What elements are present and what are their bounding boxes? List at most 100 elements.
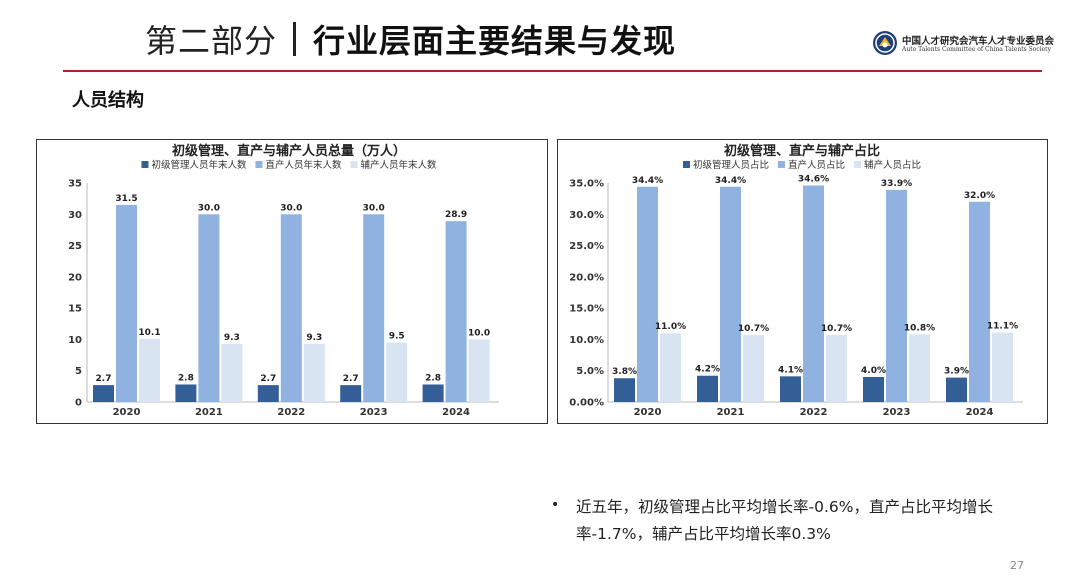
legend-label: 初级管理人员占比 bbox=[693, 159, 769, 171]
bar bbox=[93, 385, 114, 402]
title-separator bbox=[293, 22, 296, 56]
bar bbox=[445, 221, 467, 402]
bar bbox=[280, 214, 302, 402]
bar bbox=[909, 334, 930, 402]
y-tick-label: 20.0% bbox=[569, 272, 604, 283]
org-name-cn: 中国人才研究会汽车人才专业委员会 bbox=[902, 36, 1055, 47]
y-tick-label: 35 bbox=[68, 179, 82, 190]
bar bbox=[257, 385, 279, 402]
bar bbox=[221, 343, 243, 402]
bar bbox=[826, 335, 847, 402]
bar bbox=[422, 384, 444, 402]
bar bbox=[637, 186, 658, 402]
data-label: 30.0 bbox=[280, 203, 302, 213]
bar bbox=[660, 333, 681, 402]
x-tick-label: 2023 bbox=[360, 407, 388, 418]
chart-title: 初级管理、直产与辅产人员总量（万人） bbox=[172, 143, 406, 159]
y-tick-label: 15.0% bbox=[569, 304, 604, 315]
bar bbox=[614, 378, 635, 402]
headcount-chart: 初级管理、直产与辅产人员总量（万人）初级管理人员年末人数 直产人员年末人数 辅产人员… bbox=[68, 143, 499, 418]
data-label: 33.9% bbox=[881, 179, 912, 189]
bar bbox=[175, 384, 197, 402]
data-label: 4.1% bbox=[778, 365, 803, 375]
y-tick-label: 30.0% bbox=[569, 210, 604, 221]
legend-swatch bbox=[350, 161, 358, 168]
data-label: 31.5 bbox=[115, 194, 137, 204]
legend-label: 直产人员占比 bbox=[788, 159, 845, 171]
x-tick-label: 2021 bbox=[717, 407, 745, 418]
x-tick-label: 2024 bbox=[966, 407, 994, 418]
legend-label: 辅产人员占比 bbox=[864, 159, 921, 171]
data-label: 9.5 bbox=[389, 332, 405, 342]
data-label: 30.0 bbox=[198, 203, 220, 213]
page-title: 行业层面主要结果与发现 bbox=[313, 22, 677, 60]
bar bbox=[863, 376, 884, 402]
legend-swatch bbox=[255, 161, 263, 168]
bar bbox=[116, 204, 137, 402]
data-label: 2.7 bbox=[96, 374, 112, 384]
data-label: 3.8% bbox=[612, 367, 637, 377]
data-label: 34.4% bbox=[715, 176, 746, 186]
x-tick-label: 2022 bbox=[800, 407, 828, 418]
chart-title: 初级管理、直产与辅产占比 bbox=[724, 143, 880, 159]
y-tick-label: 5.0% bbox=[576, 366, 604, 377]
x-tick-label: 2021 bbox=[195, 407, 223, 418]
data-label: 2.8 bbox=[178, 373, 194, 383]
bar bbox=[720, 186, 741, 402]
data-label: 10.0 bbox=[468, 328, 490, 338]
org-name-en: Auto Talents Committee of China Talents … bbox=[902, 46, 1051, 53]
bar bbox=[468, 339, 490, 402]
data-label: 34.6% bbox=[798, 175, 829, 185]
bullet-marker: • bbox=[551, 497, 560, 513]
data-label: 10.7% bbox=[738, 324, 769, 334]
data-label: 11.0% bbox=[655, 322, 686, 332]
data-label: 9.3 bbox=[224, 333, 240, 343]
data-label: 30.0 bbox=[363, 203, 385, 213]
y-tick-label: 15 bbox=[68, 304, 82, 315]
legend-label: 辅产人员年末人数 bbox=[361, 159, 438, 171]
y-tick-label: 0 bbox=[75, 398, 82, 409]
legend-swatch bbox=[854, 161, 862, 168]
data-label: 28.9 bbox=[445, 210, 467, 220]
x-tick-label: 2024 bbox=[442, 407, 470, 418]
legend-swatch bbox=[777, 161, 785, 168]
bar bbox=[386, 342, 408, 402]
bar bbox=[340, 385, 362, 402]
section-title: 人员结构 bbox=[72, 90, 144, 111]
org-logo-icon bbox=[873, 31, 897, 55]
share-chart-panel: 初级管理、直产与辅产占比 初级管理人员占比 直产人员占比 辅产人员占比 0.00% 5.0… bbox=[557, 139, 1048, 424]
bar bbox=[139, 338, 160, 402]
summary-bullet: 近五年，初级管理占比平均增长率-0.6%，直产占比平均增长率-1.7%，辅产占比… bbox=[576, 498, 993, 543]
data-label: 32.0% bbox=[964, 191, 995, 201]
data-label: 10.1 bbox=[138, 328, 160, 338]
y-tick-label: 5 bbox=[75, 366, 82, 377]
data-label: 2.7 bbox=[260, 374, 276, 384]
data-label: 10.7% bbox=[821, 324, 852, 334]
data-label: 3.9% bbox=[944, 367, 969, 377]
bar bbox=[198, 214, 220, 402]
y-tick-label: 25.0% bbox=[569, 241, 604, 252]
bar bbox=[946, 377, 967, 402]
y-tick-label: 30 bbox=[68, 210, 82, 221]
y-tick-label: 10.0% bbox=[569, 335, 604, 346]
bar bbox=[743, 335, 764, 402]
x-tick-label: 2020 bbox=[113, 407, 141, 418]
data-label: 4.0% bbox=[861, 366, 886, 376]
bar bbox=[363, 214, 385, 402]
data-label: 4.2% bbox=[695, 365, 720, 375]
data-label: 2.8 bbox=[425, 373, 441, 383]
data-label: 10.8% bbox=[904, 323, 935, 333]
y-tick-label: 35.0% bbox=[569, 179, 604, 190]
bar bbox=[780, 376, 801, 402]
y-tick-label: 20 bbox=[68, 272, 82, 283]
bar bbox=[303, 343, 325, 402]
y-tick-label: 25 bbox=[68, 241, 82, 252]
legend-swatch bbox=[682, 161, 690, 168]
bar bbox=[697, 375, 718, 402]
x-tick-label: 2020 bbox=[634, 407, 662, 418]
y-tick-label: 0.00% bbox=[569, 398, 604, 409]
y-tick-label: 10 bbox=[68, 335, 82, 346]
headcount-chart-panel: 初级管理、直产与辅产人员总量（万人） 初级管理人员年末人数 直产人员年末人数 辅产人员… bbox=[36, 139, 548, 424]
bar bbox=[992, 332, 1013, 402]
